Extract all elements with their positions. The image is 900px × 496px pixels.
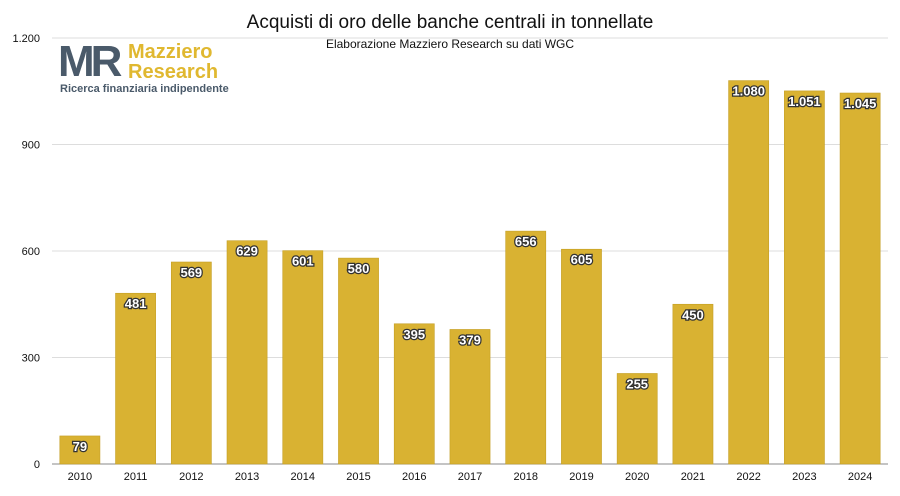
chart-title: Acquisti di oro delle banche centrali in… [246,12,654,33]
x-tick-label: 2014 [291,471,315,483]
logo-brand: Mazziero Research [128,42,218,82]
y-tick-label: 300 [22,353,40,365]
value-label-2020: 255 [626,376,648,391]
bar-2019 [561,248,602,465]
bar-2010 [59,435,101,465]
bar-2011 [115,292,156,465]
value-label-2021: 450 [682,307,704,322]
value-label-2024: 1.045 [844,96,877,111]
logo-tagline: Ricerca finanziaria indipendente [60,83,229,95]
x-axis: 2010 2011 2012 2013 2014 2015 2016 2017 2018 2019… [68,471,873,483]
x-tick-label: 2024 [848,471,872,483]
x-tick-label: 2015 [346,471,370,483]
value-label-2011: 481 [125,296,147,311]
logo-brand-line1: Mazziero [128,41,213,63]
value-label-2013: 629 [236,244,258,259]
value-label-2022: 1.080 [732,84,765,99]
bar-2016 [393,323,435,465]
value-label-2015: 580 [348,261,370,276]
x-tick-label: 2022 [736,471,760,483]
value-label-2023: 1.051 [788,94,821,109]
x-tick-label: 2016 [402,471,426,483]
y-tick-label: 1.200 [12,33,40,45]
bar-2022 [728,80,770,465]
bar-2015 [338,257,379,465]
x-tick-label: 2010 [68,471,92,483]
x-tick-label: 2021 [681,471,705,483]
value-label-2017: 379 [459,332,481,347]
x-tick-label: 2011 [124,471,148,483]
x-tick-label: 2012 [179,471,203,483]
bar-2023 [784,90,825,465]
y-tick-label: 600 [22,246,40,258]
x-tick-label: 2023 [792,471,816,483]
bar-2017 [449,329,491,465]
bar-2012 [170,261,212,465]
value-label-2016: 395 [403,327,425,342]
mazziero-research-logo: MR Mazziero Research Ricerca finanziaria… [58,37,229,100]
value-labels: 79 481 569 629 601 580 395 379 656 605 255 450 1.080… [71,82,877,455]
bar-2024 [839,92,881,465]
value-label-2014: 601 [292,254,314,269]
logo-brand-line2: Research [128,61,219,83]
value-label-2019: 605 [571,252,593,267]
y-tick-label: 900 [22,140,40,152]
value-label-2018: 656 [515,234,537,249]
chart-subtitle: Elaborazione Mazziero Research su dati W… [325,37,575,51]
bar-2020 [616,373,658,465]
x-tick-label: 2019 [569,471,593,483]
x-tick-label: 2013 [235,471,259,483]
y-tick-label: 0 [34,459,40,471]
x-tick-label: 2020 [625,471,649,483]
y-axis: 0 300 600 900 1.200 [12,33,40,471]
x-tick-label: 2018 [513,471,537,483]
bar-2021 [672,303,714,465]
x-tick-label: 2017 [458,471,482,483]
bars [59,80,881,465]
value-label-2010: 79 [73,439,87,454]
logo-mark: MR [58,37,122,86]
bar-2018 [505,230,547,465]
bar-2013 [226,240,268,465]
bar-2014 [282,250,324,465]
value-label-2012: 569 [180,265,202,280]
